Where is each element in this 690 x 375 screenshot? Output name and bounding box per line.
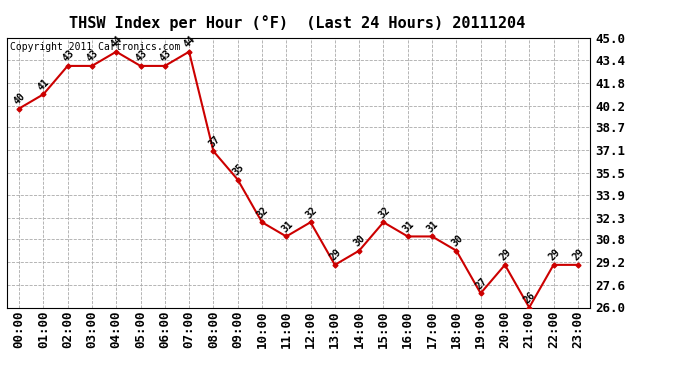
Text: 40: 40 [12, 91, 28, 106]
Text: 37: 37 [206, 134, 221, 149]
Text: 44: 44 [182, 34, 197, 50]
Text: 32: 32 [377, 205, 392, 220]
Text: 29: 29 [328, 248, 344, 263]
Text: 30: 30 [449, 233, 465, 249]
Text: 43: 43 [85, 48, 100, 64]
Text: 41: 41 [37, 77, 52, 92]
Text: 43: 43 [134, 48, 149, 64]
Text: 31: 31 [401, 219, 416, 234]
Text: Copyright 2011 Cartronics.com: Copyright 2011 Cartronics.com [10, 42, 180, 51]
Text: 32: 32 [304, 205, 319, 220]
Text: 32: 32 [255, 205, 270, 220]
Text: 26: 26 [522, 290, 538, 305]
Text: 30: 30 [352, 233, 368, 249]
Text: 29: 29 [498, 248, 513, 263]
Text: 27: 27 [473, 276, 489, 291]
Text: 29: 29 [571, 248, 586, 263]
Text: 44: 44 [109, 34, 125, 50]
Text: 43: 43 [158, 48, 173, 64]
Text: THSW Index per Hour (°F)  (Last 24 Hours) 20111204: THSW Index per Hour (°F) (Last 24 Hours)… [68, 15, 525, 31]
Text: 43: 43 [61, 48, 76, 64]
Text: 29: 29 [546, 248, 562, 263]
Text: 31: 31 [425, 219, 440, 234]
Text: 35: 35 [230, 162, 246, 177]
Text: 31: 31 [279, 219, 295, 234]
